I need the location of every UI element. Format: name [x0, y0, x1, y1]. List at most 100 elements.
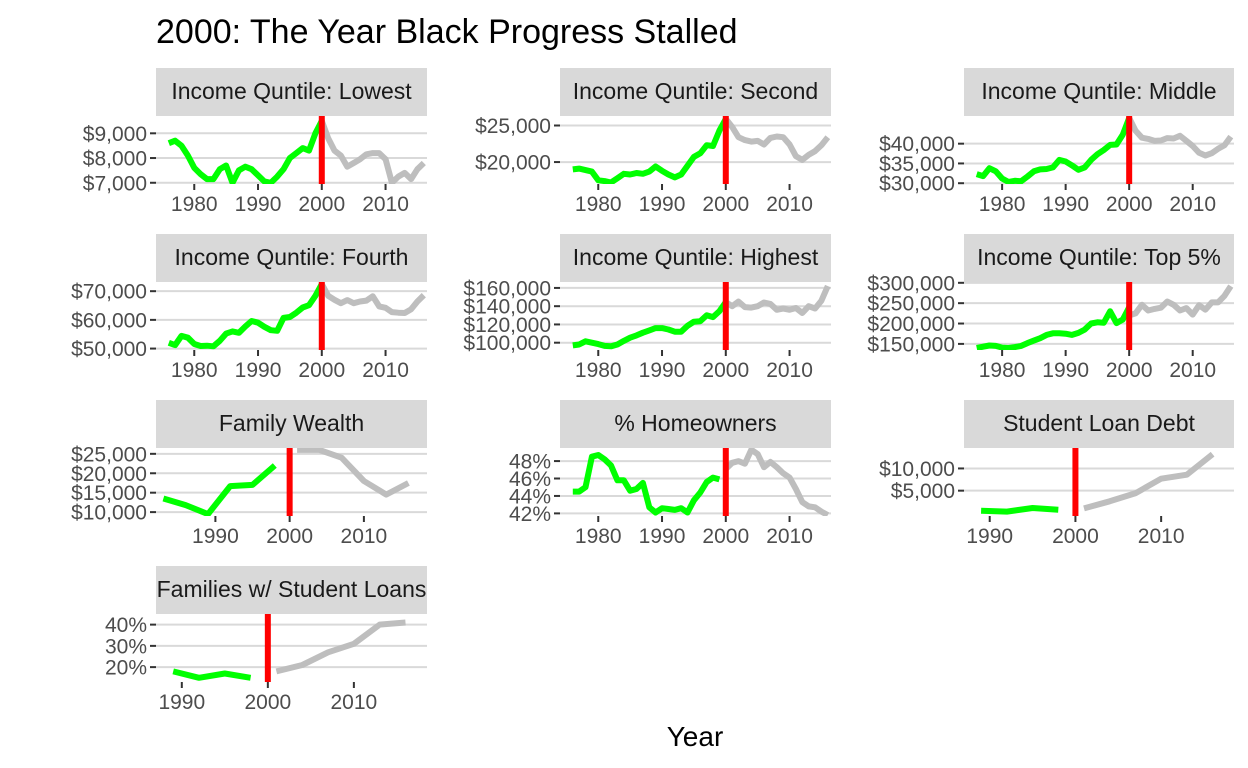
x-tick-label: 2000 — [1106, 193, 1153, 216]
panel-homeowners: % Homeowners 42%44%46%48% 1980 1990 2000 2010 — [509, 400, 831, 548]
x-tick-label: 1990 — [1042, 193, 1089, 216]
plot-area — [162, 448, 410, 516]
plot-area — [172, 614, 406, 682]
series-line-after-2000 — [275, 619, 406, 675]
x-tick-label: 1980 — [575, 193, 622, 216]
facet-strip — [156, 400, 427, 448]
y-tick-label: $50,000 — [71, 338, 147, 361]
x-tick-label: 2000 — [298, 193, 345, 216]
plot-area — [167, 282, 426, 350]
facet-strip-label: Income Quntile: Top 5% — [977, 244, 1221, 270]
y-tick-label: $120,000 — [463, 314, 551, 337]
x-tick-label: 1980 — [171, 359, 218, 382]
facet-strip-label: % Homeowners — [614, 410, 776, 436]
series-line-before-2000 — [975, 116, 1132, 184]
y-tick-label: 42% — [509, 503, 551, 526]
series-line-after-2000 — [724, 284, 831, 316]
plot-area — [572, 448, 830, 516]
x-tick-label: 2010 — [766, 525, 813, 548]
panel-income-quntile-highest: Income Quntile: Highest $100,000$120,000$… — [463, 234, 831, 382]
x-tick-label: 1990 — [639, 525, 686, 548]
y-tick-label: $20,000 — [475, 152, 551, 175]
y-tick-label: $200,000 — [867, 313, 955, 336]
x-tick-label: 1980 — [979, 193, 1026, 216]
x-tick-label: 2010 — [1138, 525, 1185, 548]
x-tick-label: 1980 — [979, 359, 1026, 382]
x-tick-label: 2010 — [341, 525, 388, 548]
y-tick-label: 40% — [105, 614, 147, 637]
series-line-after-2000 — [1128, 284, 1234, 319]
series-line-before-2000 — [572, 300, 729, 350]
x-tick-label: 1980 — [575, 525, 622, 548]
series-line-before-2000 — [572, 117, 729, 184]
plot-area — [572, 116, 831, 184]
y-tick-label: $8,000 — [83, 148, 147, 171]
series-line-before-2000 — [572, 452, 721, 516]
x-tick-label: 2000 — [702, 359, 749, 382]
panel-family-wealth: Family Wealth $10,000$15,000$20,000$25,00… — [71, 400, 427, 548]
panel-income-quntile-middle: Income Quntile: Middle $30,000$35,000$40,… — [879, 68, 1234, 216]
panel-income-quntile-second: Income Quntile: Second $20,000 $25,000 1980… — [475, 68, 831, 216]
series-line-after-2000 — [723, 448, 830, 516]
x-tick-label: 2010 — [1169, 193, 1216, 216]
x-tick-label: 2000 — [266, 525, 313, 548]
y-tick-label: 30% — [105, 635, 147, 658]
facet-strip — [964, 234, 1234, 282]
facet-panels: Income Quntile: Lowest $7,000$8,000$9,000… — [71, 68, 1234, 714]
panel-income-quntile-top-5: Income Quntile: Top 5% $150,000$200,000$2… — [867, 234, 1234, 382]
y-tick-label: $10,000 — [879, 458, 955, 481]
x-tick-label: 1990 — [639, 193, 686, 216]
y-tick-label: $70,000 — [71, 281, 147, 304]
facet-strip — [156, 234, 427, 282]
panel-income-quntile-lowest: Income Quntile: Lowest $7,000$8,000$9,000… — [83, 68, 427, 216]
y-tick-label: 20% — [105, 657, 147, 680]
y-tick-label: $150,000 — [867, 333, 955, 356]
panel-income-quntile-fourth: Income Quntile: Fourth $50,000 $60,000 $70,… — [71, 234, 427, 382]
x-tick-label: 1980 — [171, 193, 218, 216]
x-tick-label: 2000 — [298, 359, 345, 382]
x-tick-label: 1990 — [966, 525, 1013, 548]
facet-strip — [560, 68, 831, 116]
x-tick-label: 1990 — [639, 359, 686, 382]
y-tick-label: 46% — [509, 468, 551, 491]
facet-strip-label: Income Quntile: Middle — [981, 78, 1216, 104]
facet-strip — [964, 68, 1234, 116]
x-tick-label: 2000 — [702, 193, 749, 216]
y-tick-label: $140,000 — [463, 296, 551, 319]
x-axis-title: Year — [667, 721, 724, 752]
x-tick-label: 1990 — [158, 691, 205, 714]
x-tick-label: 1990 — [235, 359, 282, 382]
y-tick-label: $35,000 — [879, 153, 955, 176]
facet-strip — [560, 400, 831, 448]
plot-area — [572, 282, 831, 350]
facet-strip-label: Family Wealth — [219, 410, 364, 436]
x-tick-label: 2000 — [244, 691, 291, 714]
series-line-before-2000 — [162, 463, 277, 516]
series-line-after-2000 — [1126, 116, 1234, 159]
y-tick-label: $100,000 — [463, 332, 551, 355]
series-line-after-2000 — [723, 117, 831, 163]
x-tick-label: 2000 — [1106, 359, 1153, 382]
y-tick-label: $9,000 — [83, 123, 147, 146]
series-line-before-2000 — [167, 282, 325, 350]
facet-strip — [156, 566, 427, 614]
series-line-before-2000 — [976, 305, 1132, 350]
plot-area — [167, 116, 426, 184]
y-tick-label: $25,000 — [475, 115, 551, 138]
facet-strip-label: Income Quntile: Highest — [573, 244, 819, 270]
facet-strip-label: Student Loan Debt — [1003, 410, 1195, 436]
series-line-before-2000 — [172, 668, 252, 681]
x-tick-label: 2010 — [362, 359, 409, 382]
series-line-before-2000 — [980, 505, 1059, 515]
y-tick-label: $40,000 — [879, 133, 955, 156]
facet-strip-label: Income Quntile: Second — [573, 78, 818, 104]
plot-area — [976, 282, 1234, 350]
panel-families-w-student-loans: Families w/ Student Loans 20%30%40% 1990 20… — [105, 566, 427, 714]
y-tick-label: $20,000 — [71, 463, 147, 486]
y-tick-label: $300,000 — [867, 272, 955, 295]
x-tick-label: 1980 — [575, 359, 622, 382]
facet-strip — [964, 400, 1234, 448]
x-tick-label: 1990 — [192, 525, 239, 548]
x-tick-label: 2000 — [1052, 525, 1099, 548]
